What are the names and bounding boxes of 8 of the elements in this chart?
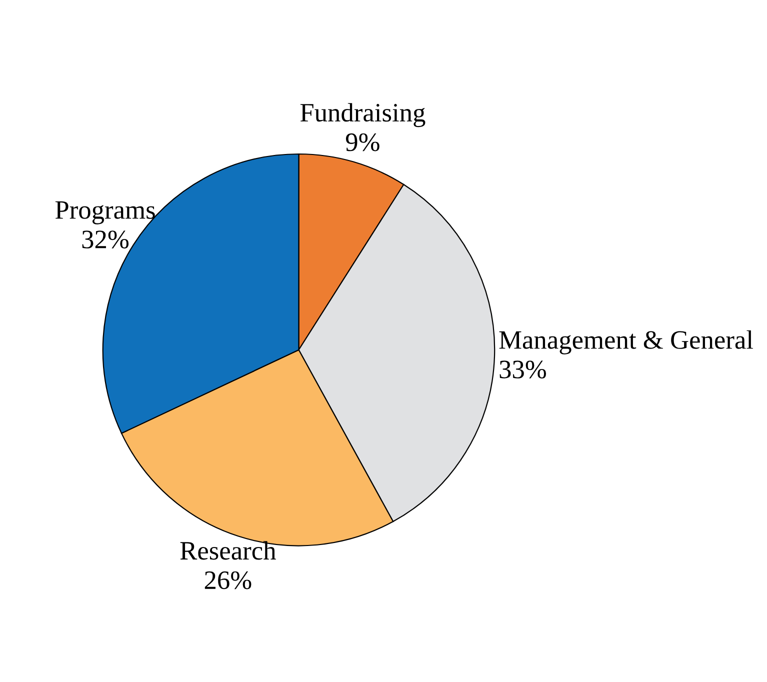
data-label: 9% bbox=[346, 133, 380, 152]
slice-label: Research bbox=[180, 541, 276, 560]
slice-label: Fundraising bbox=[300, 103, 426, 128]
data-label: 33% bbox=[500, 360, 546, 379]
data-label: 32% bbox=[82, 230, 129, 248]
slice-label: Management & General bbox=[499, 330, 753, 354]
slice-label: Programs bbox=[55, 201, 155, 224]
data-label: 26% bbox=[204, 571, 252, 590]
